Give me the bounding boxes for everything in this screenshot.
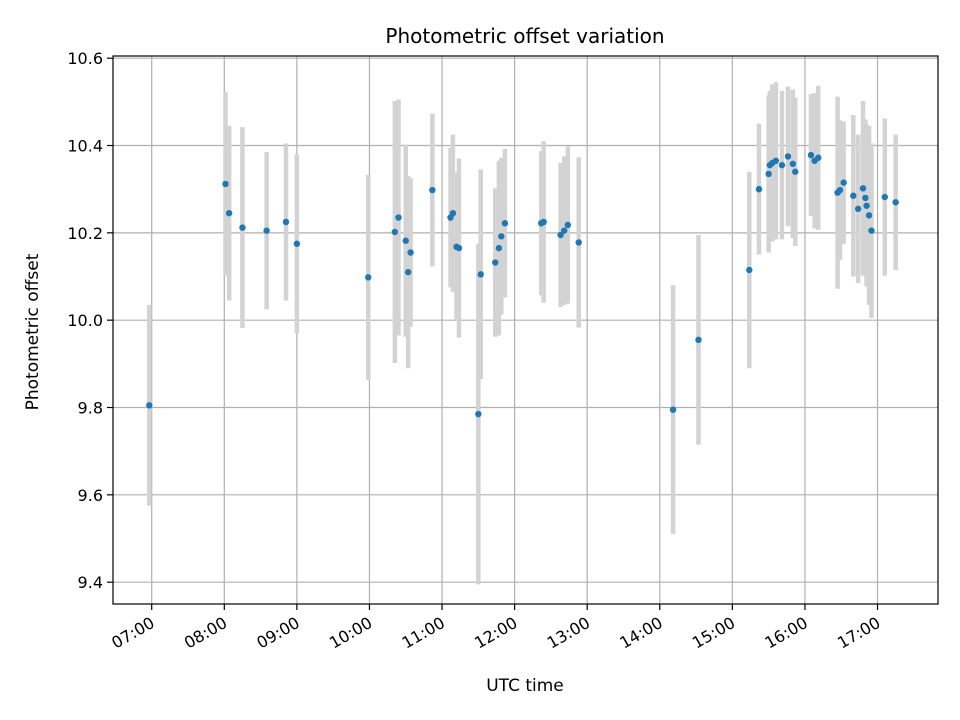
y-tick-label: 10.6 [67,49,103,68]
data-point [784,153,792,160]
data-point [862,194,869,202]
data-point [840,179,847,186]
grid [113,56,938,604]
data-point [836,186,844,194]
data-point [850,192,857,199]
data-point [755,185,763,193]
data-point [865,212,873,219]
data-point [477,271,484,278]
data-point [404,268,412,276]
data-points [146,151,899,418]
y-axis-label: Photometric offset [23,253,43,410]
data-point [501,220,509,227]
data-point [449,209,457,217]
data-point [765,170,772,178]
data-point [455,244,463,252]
data-point [429,186,436,194]
data-point [772,157,780,164]
data-point [391,228,399,236]
data-point [222,180,229,188]
data-point [695,336,702,344]
data-point [225,209,233,217]
data-point [293,240,301,247]
data-point [263,227,270,234]
y-tick-label: 10.2 [67,224,103,243]
data-point [669,406,677,413]
data-point [892,199,899,206]
y-tick-label: 10.0 [67,311,103,330]
plot-frame [112,55,939,605]
data-point [475,410,482,418]
data-point [789,160,797,168]
data-point [792,168,799,175]
data-point [365,274,372,281]
y-tick-label: 9.8 [78,399,103,418]
data-point [815,154,822,161]
data-point [868,227,875,234]
data-point [492,259,499,266]
data-point [746,266,753,274]
data-point [778,161,786,169]
data-point [146,402,153,409]
data-point [395,214,402,221]
x-axis-label: UTC time [486,676,564,696]
data-point [557,231,564,239]
data-point [282,218,290,226]
y-axis-ticks: 9.4 9.6 9.8 10.0 10.2 10.4 10.6 [67,49,113,592]
data-point [239,224,246,231]
y-tick-label: 9.4 [78,573,103,592]
data-point [498,233,505,240]
data-point [854,205,862,213]
data-point [863,202,870,209]
y-tick-label: 9.6 [78,486,103,505]
data-point [807,151,815,159]
data-point [540,218,547,226]
data-point [561,227,568,234]
data-point [575,239,582,246]
data-point [859,185,867,192]
data-point [564,221,572,229]
y-tick-label: 10.4 [67,137,103,156]
data-point [407,249,414,256]
data-point [495,244,503,252]
data-point [402,237,409,244]
chart-title: Photometric offset variation [385,24,664,48]
data-point [881,193,888,201]
